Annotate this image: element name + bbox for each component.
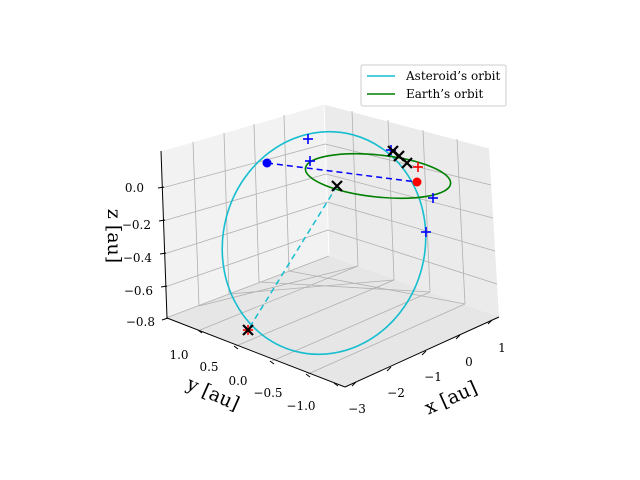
plus-marker-blue xyxy=(428,193,438,203)
x-marker-black xyxy=(242,324,254,336)
y-tick xyxy=(197,329,203,334)
red-dot-marker xyxy=(412,177,422,187)
z-tick xyxy=(157,186,165,189)
x-tick-labels: −3 −2 −1 0 1 xyxy=(348,341,506,416)
x-tick-label: −1 xyxy=(424,370,442,384)
grid-floor xyxy=(258,281,431,293)
grid-z-left xyxy=(162,173,327,222)
y-tick-label: 0.5 xyxy=(199,360,218,374)
grid-x-right xyxy=(456,138,466,305)
z-tick xyxy=(161,317,169,321)
grid-floor xyxy=(307,303,466,375)
x-tick xyxy=(351,381,357,387)
plus-marker-blue xyxy=(303,134,313,144)
y-tick-labels: 1.0 0.5 0.0 −0.5 −1.0 xyxy=(169,348,315,413)
earth-orbit xyxy=(304,152,452,200)
x-tick xyxy=(386,366,392,372)
grid-z-left xyxy=(161,143,326,189)
transfer-line-cyan xyxy=(247,185,338,331)
grid-floor xyxy=(198,265,359,307)
plus-marker-red xyxy=(413,162,423,172)
legend-earth-label: Earth’s orbit xyxy=(406,87,483,101)
pane-left xyxy=(161,104,329,318)
tick-marks xyxy=(157,186,493,387)
grid-floor xyxy=(199,265,359,331)
z-axis-label: z [au] xyxy=(103,209,125,263)
grid xyxy=(161,110,498,375)
y-tick-label: −0.5 xyxy=(253,386,282,400)
grid-y-left xyxy=(253,123,260,283)
legend-box xyxy=(360,64,507,107)
grid-z-left xyxy=(164,229,329,288)
x-tick-label: 1 xyxy=(498,341,506,355)
x-tick xyxy=(487,319,493,325)
z-tick xyxy=(159,252,167,255)
x-tick xyxy=(421,350,427,356)
z-tick-label: −0.6 xyxy=(124,284,153,298)
grid-z-right xyxy=(325,173,494,219)
plus-marker-blue xyxy=(305,156,315,166)
y-tick xyxy=(305,373,311,378)
y-tick-label: 0.0 xyxy=(228,374,247,388)
blue-dot-marker xyxy=(262,158,272,168)
grid-floor xyxy=(271,291,431,362)
y-tick xyxy=(333,382,339,387)
grid-z-right xyxy=(326,201,496,252)
grid-y-left xyxy=(283,114,290,272)
y-axis-spine xyxy=(166,317,346,388)
transfer-line-blue xyxy=(266,162,418,183)
z-tick-labels: 0.0 −0.2 −0.4 −0.6 −0.8 xyxy=(122,181,155,329)
grid-x-right xyxy=(422,129,431,293)
x-axis-spine xyxy=(344,316,500,388)
grid-y-left xyxy=(223,132,230,295)
z-tick-label: −0.4 xyxy=(123,251,153,265)
plus-marker-blue xyxy=(421,227,431,237)
pane-right xyxy=(324,104,499,317)
y-tick-label: 1.0 xyxy=(169,348,188,362)
grid-z-left xyxy=(165,255,330,319)
grid-z-right xyxy=(327,229,498,285)
grid-y-left xyxy=(192,141,200,307)
y-tick-label: −1.0 xyxy=(286,399,315,413)
y-tick xyxy=(269,360,275,365)
legend: Asteroid’s orbit Earth’s orbit xyxy=(360,64,507,107)
grid-floor xyxy=(228,279,395,295)
grid-z-left xyxy=(163,201,328,255)
pane-edge-vertical xyxy=(323,103,330,257)
z-axis-spine xyxy=(160,150,168,319)
z-tick-label: −0.8 xyxy=(126,315,155,329)
z-tick-label: 0.0 xyxy=(125,181,144,195)
x-tick-label: −3 xyxy=(348,402,366,416)
z-tick xyxy=(160,285,168,288)
axes-panes xyxy=(160,103,499,387)
legend-asteroid-label: Asteroid’s orbit xyxy=(405,69,500,83)
x-tick-label: 0 xyxy=(465,355,473,369)
x-marker-black xyxy=(401,157,413,169)
asteroid-orbit xyxy=(221,130,427,356)
x-marker-black xyxy=(331,180,343,192)
z-tick xyxy=(158,219,166,222)
grid-x-right xyxy=(351,110,359,267)
z-tick-label: −0.2 xyxy=(122,218,151,232)
axis-spines xyxy=(160,150,500,388)
x-tick xyxy=(455,334,461,340)
markers xyxy=(242,134,438,336)
y-tick xyxy=(233,345,239,350)
x-tick-label: −2 xyxy=(387,386,405,400)
orbits xyxy=(221,130,452,356)
